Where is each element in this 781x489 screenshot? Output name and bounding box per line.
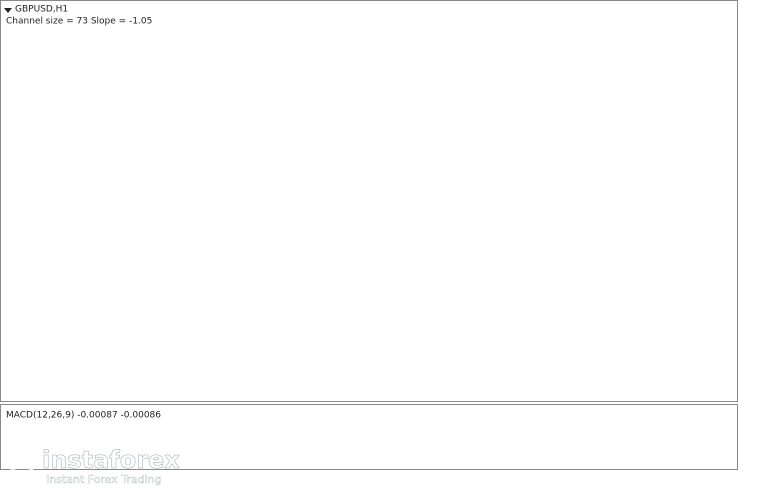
macd-panel-frame: [0, 404, 738, 470]
chart-subtitle: Channel size = 73 Slope = -1.05: [6, 17, 152, 27]
main-panel-frame: [0, 0, 738, 402]
chart-title: GBPUSD,H1: [15, 5, 68, 15]
watermark-brand: instaforex: [42, 446, 180, 474]
watermark-tagline: Instant Forex Trading: [46, 473, 162, 486]
logo-mark: [12, 450, 33, 464]
logo-ring: [6, 443, 38, 475]
macd-title: MACD(12,26,9) -0.00087 -0.00086: [6, 411, 161, 421]
symbol-arrow: [4, 8, 12, 13]
watermark-logo: [6, 443, 38, 475]
